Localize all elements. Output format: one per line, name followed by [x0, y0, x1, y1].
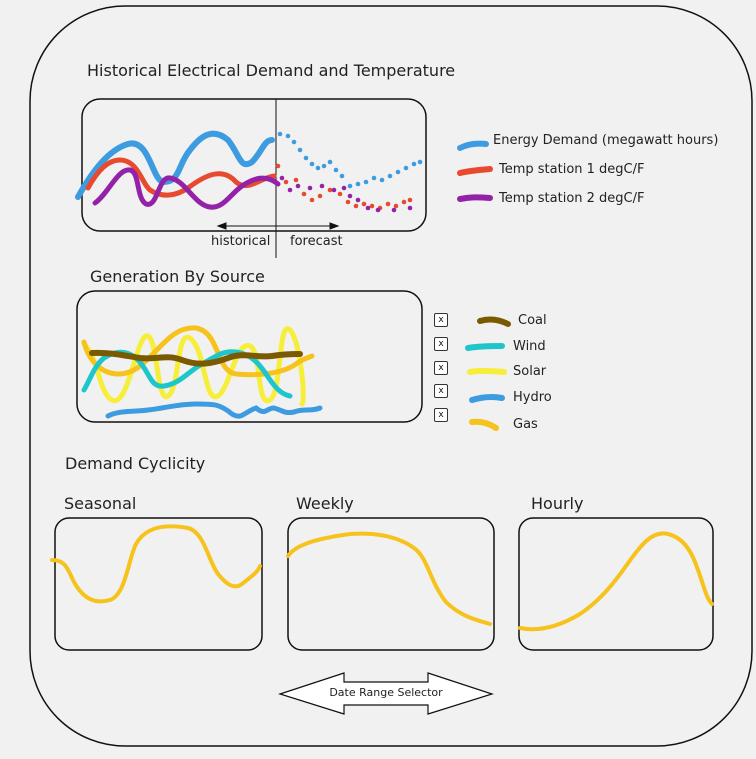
- legend-swatch-wind: [465, 343, 505, 351]
- hourly-curve: [518, 531, 714, 632]
- generation-hydro-line: [105, 401, 323, 419]
- toggle-wind-checkbox[interactable]: x: [434, 337, 448, 351]
- historical-title: Historical Electrical Demand and Tempera…: [87, 61, 456, 80]
- date-range-label: Date Range Selector: [329, 686, 443, 699]
- historical-temp1-line: [85, 157, 277, 198]
- legend-gas-label: Gas: [513, 417, 538, 432]
- generation-chart-box: [76, 290, 423, 423]
- date-range-selector[interactable]: [278, 672, 494, 715]
- weekly-curve: [286, 531, 492, 626]
- cyclicity-title: Demand Cyclicity: [65, 454, 206, 473]
- generation-title: Generation By Source: [90, 267, 265, 286]
- historical-chart-box: [81, 98, 427, 232]
- legend-swatch-hydro: [469, 393, 505, 403]
- toggle-hydro-checkbox[interactable]: x: [434, 384, 448, 398]
- generation-gas-line: [81, 325, 315, 378]
- legend-hydro-label: Hydro: [513, 390, 552, 405]
- toggle-coal-checkbox[interactable]: x: [434, 313, 448, 327]
- hourly-panel: [518, 517, 714, 651]
- hourly-title: Hourly: [531, 494, 584, 513]
- legend-temp2-label: Temp station 2 degC/F: [499, 191, 645, 206]
- weekly-title: Weekly: [296, 494, 354, 513]
- weekly-panel: [287, 517, 495, 651]
- legend-wind-label: Wind: [513, 339, 546, 354]
- seasonal-panel: [54, 517, 263, 651]
- toggle-solar-checkbox[interactable]: x: [434, 361, 448, 375]
- outer-frame: [29, 5, 753, 747]
- historical-demand-line: [75, 130, 275, 200]
- legend-demand-label: Energy Demand (megawatt hours): [493, 133, 719, 148]
- generation-coal-line: [89, 349, 303, 367]
- legend-swatch-temp2: [457, 194, 493, 202]
- forecast-label: forecast: [290, 234, 343, 249]
- divider-arrow: [216, 222, 340, 230]
- legend-swatch-gas: [469, 418, 499, 431]
- legend-solar-label: Solar: [513, 364, 547, 379]
- legend-coal-label: Coal: [518, 313, 547, 328]
- legend-swatch-demand: [457, 140, 489, 151]
- toggle-gas-checkbox[interactable]: x: [434, 408, 448, 422]
- seasonal-curve: [50, 524, 262, 604]
- forecast-dots: [275, 131, 423, 213]
- legend-swatch-temp1: [457, 166, 493, 176]
- historical-temp2-line: [92, 167, 281, 210]
- legend-swatch-coal: [477, 316, 511, 327]
- historical-label: historical: [211, 234, 271, 249]
- seasonal-title: Seasonal: [64, 494, 137, 513]
- generation-solar-line: [81, 326, 306, 407]
- legend-swatch-solar: [467, 367, 507, 375]
- legend-temp1-label: Temp station 1 degC/F: [499, 162, 645, 177]
